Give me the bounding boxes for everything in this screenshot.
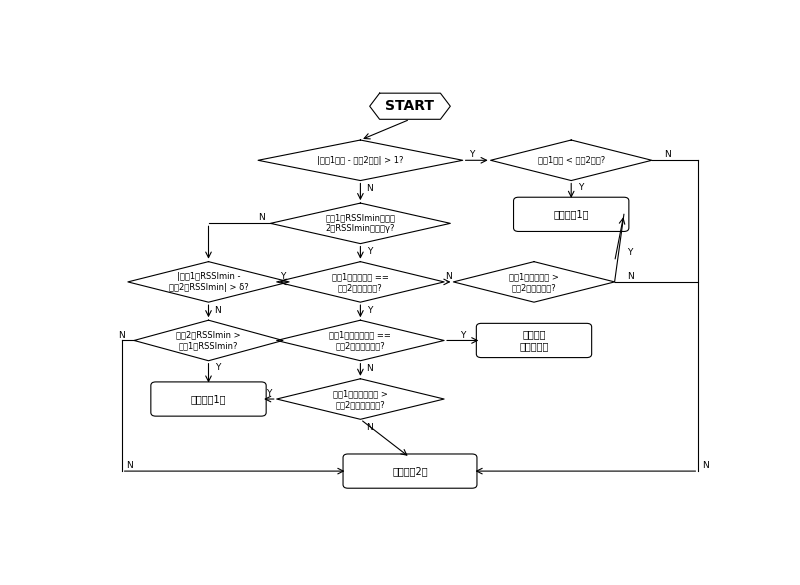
- Polygon shape: [490, 140, 652, 181]
- Text: N: N: [702, 461, 709, 470]
- Polygon shape: [277, 320, 444, 361]
- Text: 路径2上RSSImin >
路径1上RSSImin?: 路径2上RSSImin > 路径1上RSSImin?: [176, 331, 241, 350]
- Text: Y: Y: [280, 272, 286, 281]
- Polygon shape: [128, 261, 289, 302]
- Polygon shape: [454, 261, 614, 302]
- Text: N: N: [258, 214, 265, 222]
- Text: Y: Y: [266, 389, 272, 398]
- Text: Y: Y: [367, 306, 372, 315]
- Text: N: N: [126, 461, 133, 470]
- Polygon shape: [370, 93, 450, 119]
- Polygon shape: [277, 261, 444, 302]
- Text: 判定路径1优: 判定路径1优: [554, 209, 589, 219]
- Polygon shape: [270, 203, 450, 243]
- Text: START: START: [386, 99, 434, 113]
- Text: N: N: [446, 272, 452, 281]
- Text: 判定路径1优: 判定路径1优: [190, 394, 226, 404]
- Text: 路径1信道差异度 ==
路径2信道差异度?: 路径1信道差异度 == 路径2信道差异度?: [332, 272, 389, 292]
- Text: Y: Y: [460, 331, 466, 339]
- Text: |路径1上RSSImin -
路径2上RSSImin| > δ?: |路径1上RSSImin - 路径2上RSSImin| > δ?: [169, 272, 248, 292]
- FancyBboxPatch shape: [514, 197, 629, 232]
- FancyBboxPatch shape: [151, 382, 266, 416]
- Text: Y: Y: [367, 247, 372, 256]
- Text: Y: Y: [215, 363, 221, 372]
- Text: Y: Y: [470, 150, 474, 159]
- Text: N: N: [366, 423, 373, 432]
- Text: Y: Y: [578, 183, 583, 192]
- Text: 路径1上RSSImin与路径
2上RSSImin均大于γ?: 路径1上RSSImin与路径 2上RSSImin均大于γ?: [326, 214, 395, 233]
- Text: N: N: [664, 150, 670, 159]
- Text: 路径1剩余容量指数 ==
路径2剩余容量指数?: 路径1剩余容量指数 == 路径2剩余容量指数?: [330, 331, 391, 350]
- Polygon shape: [134, 320, 283, 361]
- Polygon shape: [277, 378, 444, 419]
- Text: N: N: [366, 364, 373, 373]
- FancyBboxPatch shape: [476, 324, 592, 357]
- Text: 路径1信道差异度 >
路径2信道差异度?: 路径1信道差异度 > 路径2信道差异度?: [509, 272, 559, 292]
- Text: 判定路径2优: 判定路径2优: [392, 466, 428, 476]
- Text: 路径1跳数 < 路径2跳数?: 路径1跳数 < 路径2跳数?: [538, 156, 605, 165]
- Polygon shape: [258, 140, 462, 181]
- Text: |路径1跳数 - 路径2跳数| > 1?: |路径1跳数 - 路径2跳数| > 1?: [317, 156, 404, 165]
- Text: Y: Y: [627, 248, 633, 257]
- Text: N: N: [214, 306, 221, 315]
- Text: 随机判定
一条路径优: 随机判定 一条路径优: [519, 329, 549, 352]
- Text: N: N: [118, 331, 125, 339]
- Text: N: N: [626, 272, 634, 281]
- Text: 路径1剩余容量指数 >
路径2剩余容量指数?: 路径1剩余容量指数 > 路径2剩余容量指数?: [333, 389, 388, 409]
- FancyBboxPatch shape: [343, 454, 477, 488]
- Text: N: N: [366, 184, 373, 193]
